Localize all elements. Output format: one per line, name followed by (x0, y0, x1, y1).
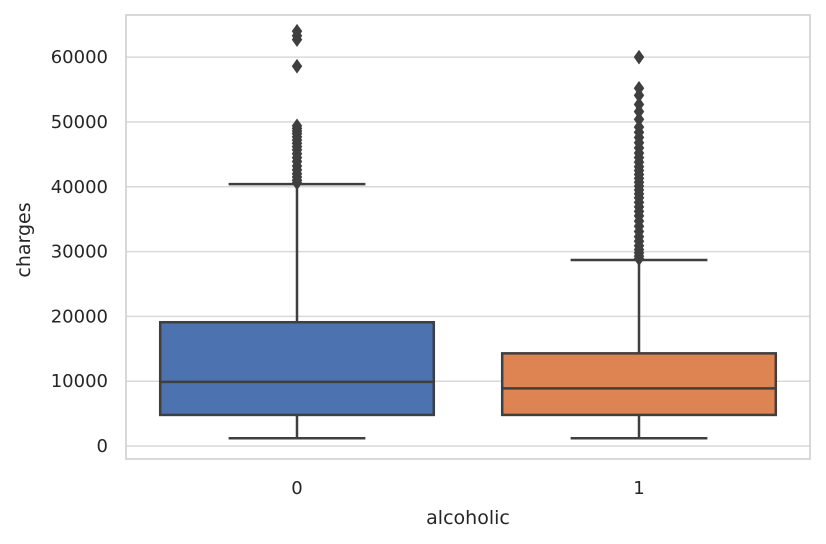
box-0 (158, 23, 436, 440)
outlier-point (633, 119, 645, 135)
y-tick-label: 50000 (51, 112, 108, 133)
y-axis-label: charges (13, 202, 35, 277)
outlier-point (291, 58, 303, 74)
box-1 (500, 49, 778, 440)
y-tick-labels: 0 10000 20000 30000 40000 50000 60000 (51, 47, 108, 457)
outlier-point (291, 23, 303, 39)
outlier-point (633, 49, 645, 65)
x-axis-label: alcoholic (426, 507, 510, 529)
outlier-point (633, 80, 645, 96)
y-tick-label: 20000 (51, 306, 108, 327)
y-tick-label: 30000 (51, 242, 108, 263)
outlier-point (291, 118, 303, 134)
y-tick-label: 60000 (51, 47, 108, 68)
x-tick-label: 0 (291, 478, 302, 499)
outlier-point (633, 111, 645, 127)
outlier-point (633, 97, 645, 112)
iqr-box (158, 320, 436, 417)
plot-frame (125, 14, 811, 460)
y-tick-label: 40000 (51, 177, 108, 198)
x-tick-label: 1 (633, 478, 644, 499)
box-series (158, 23, 778, 440)
y-tick-label: 10000 (51, 371, 108, 392)
iqr-box (500, 352, 778, 417)
y-tick-label: 0 (97, 436, 108, 457)
